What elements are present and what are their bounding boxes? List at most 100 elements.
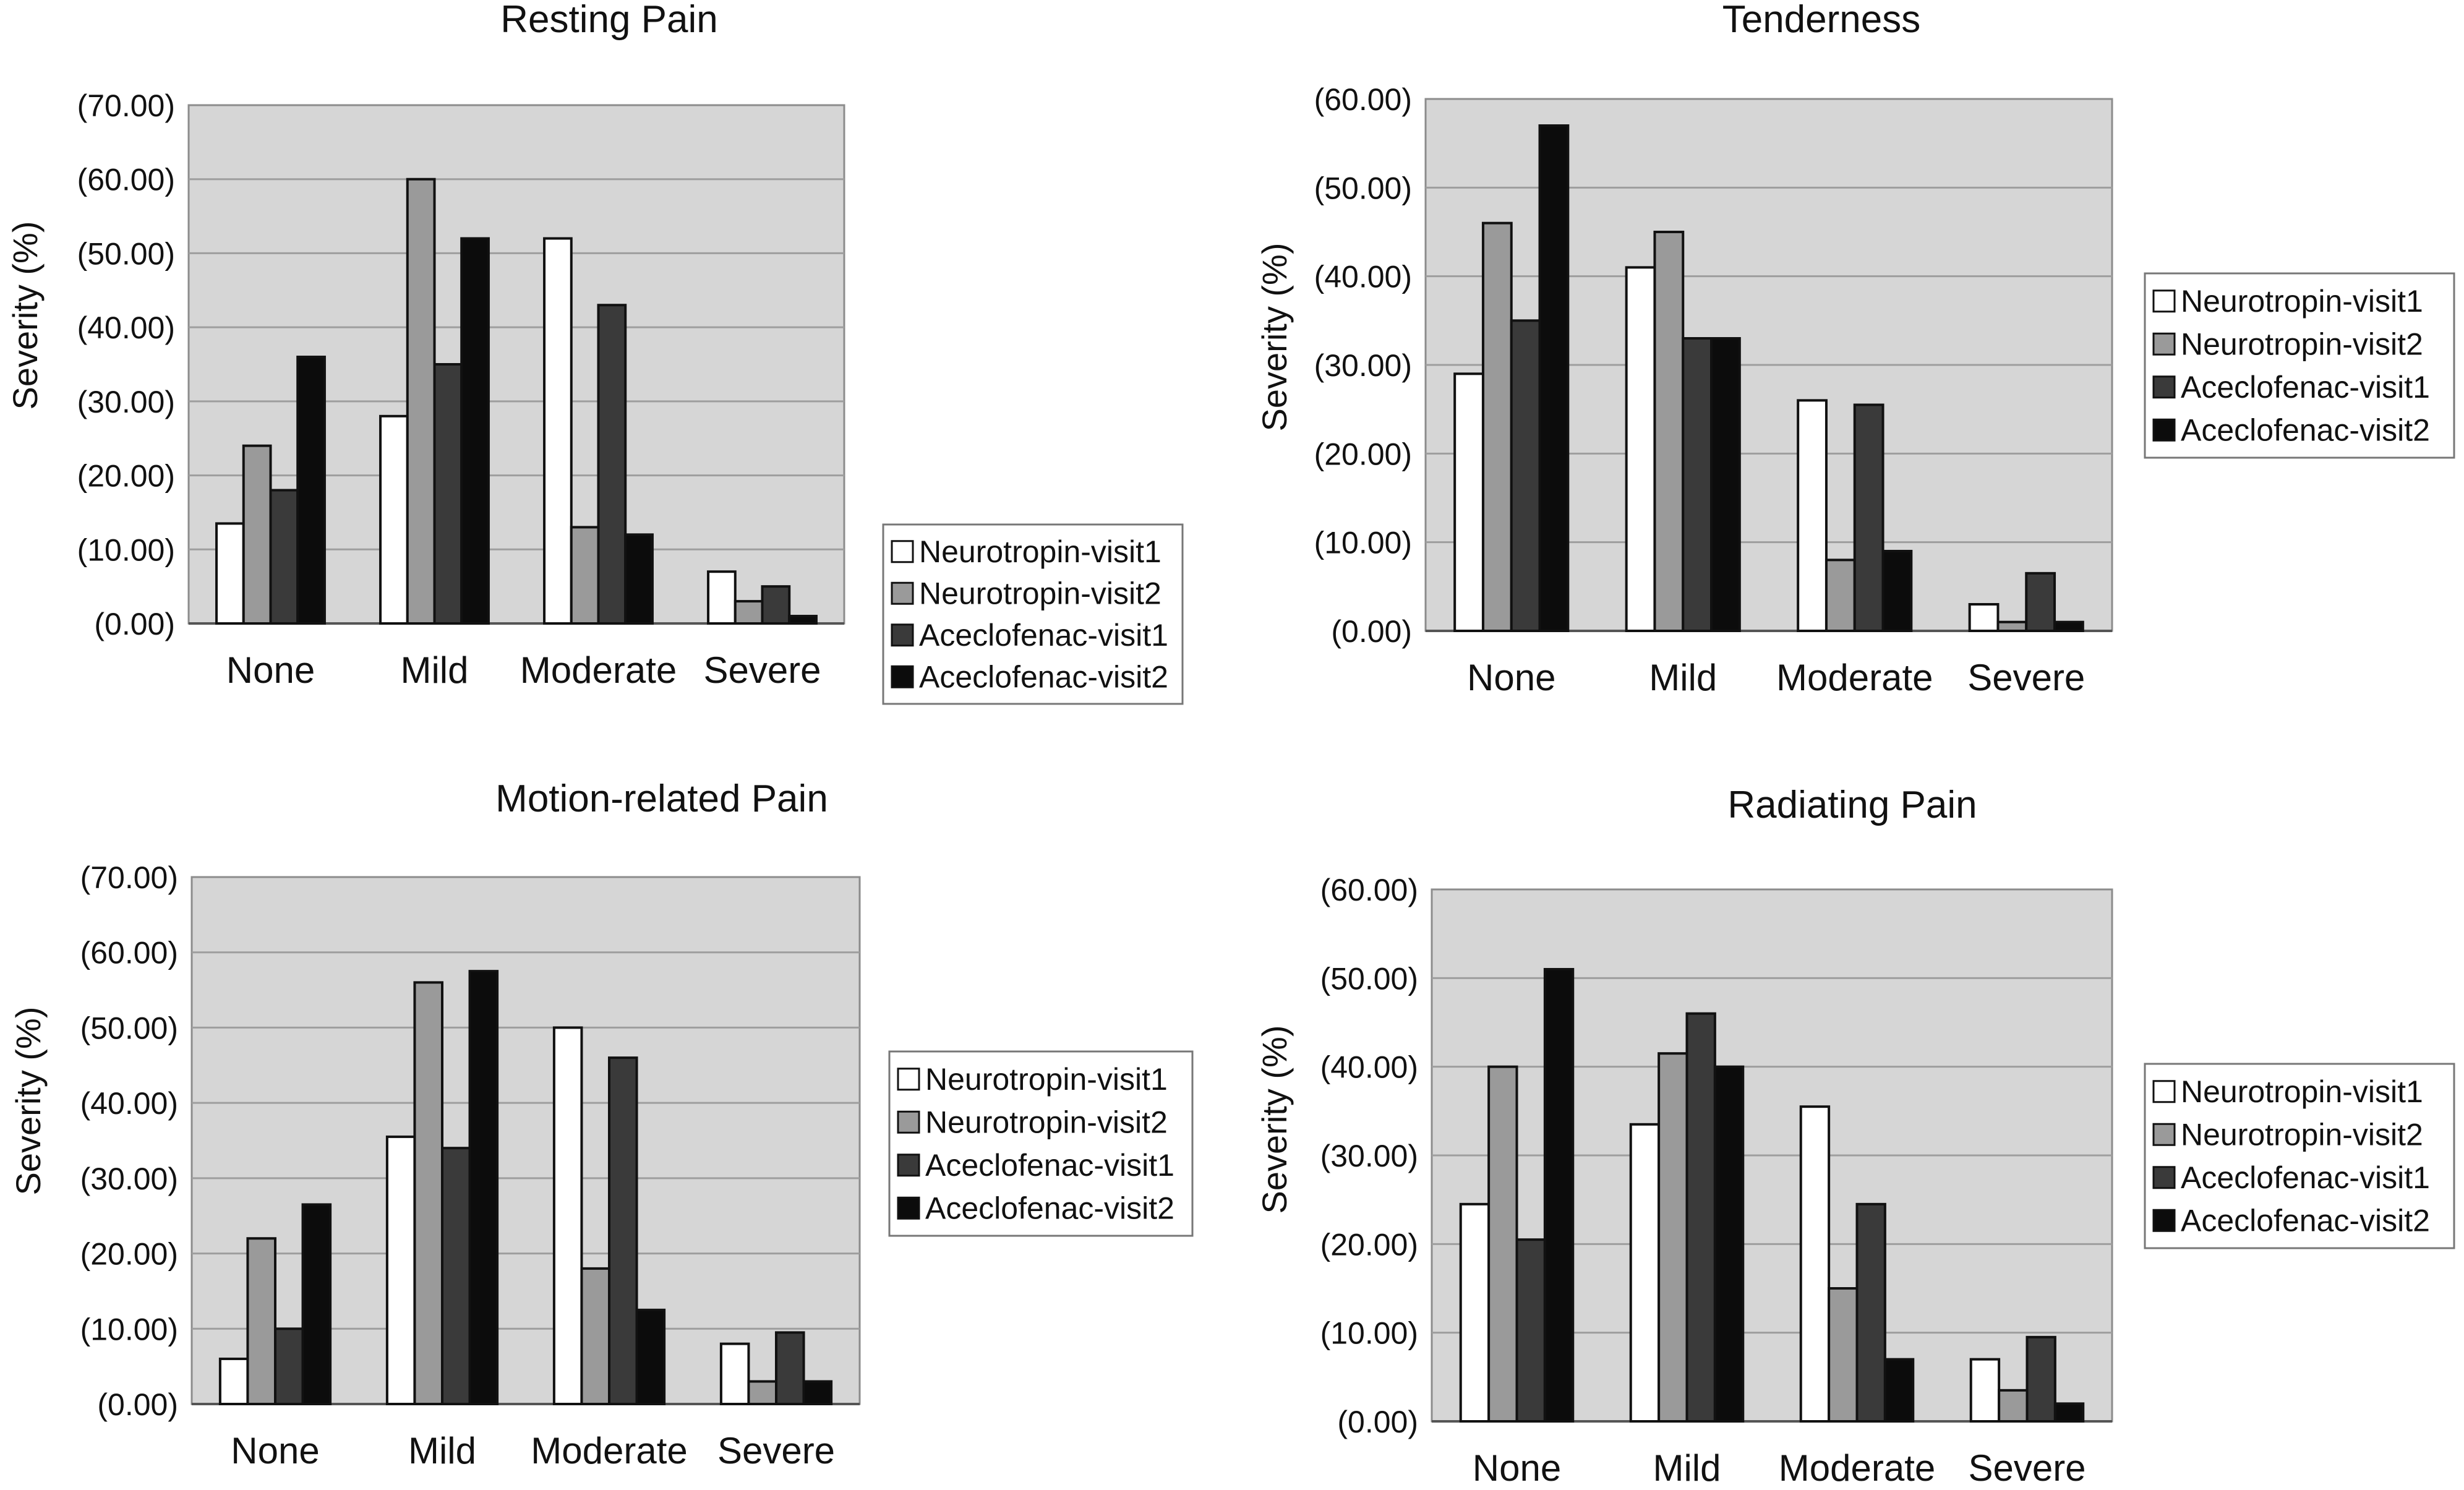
chart-title: Motion-related Pain [495, 777, 828, 820]
legend-label: Aceclofenac-visit1 [925, 1148, 1174, 1183]
bar [1653, 231, 1685, 632]
y-tick-label: (10.00) [1320, 1316, 1418, 1351]
y-tick-label: (30.00) [77, 385, 175, 419]
legend-swatch [2152, 1080, 2176, 1103]
bar [802, 1380, 833, 1405]
legend-box [888, 1050, 1194, 1237]
bar [2026, 1335, 2056, 1423]
bar [1855, 1202, 1886, 1423]
x-tick-label: Severe [717, 1430, 835, 1471]
x-tick-label: None [1473, 1447, 1561, 1489]
y-tick-label: (10.00) [77, 533, 175, 567]
legend-label: Neurotropin-visit2 [925, 1105, 1168, 1139]
x-tick-label: Moderate [1776, 657, 1933, 698]
legend-swatch [2152, 289, 2176, 313]
y-tick-label: (0.00) [1337, 1405, 1418, 1439]
y-tick-label: (50.00) [77, 236, 175, 271]
bar [608, 1056, 638, 1405]
bar [1658, 1052, 1688, 1423]
bar [468, 970, 499, 1405]
bar [788, 615, 818, 625]
x-tick-label: Moderate [520, 649, 677, 691]
x-tick-label: Mild [1649, 657, 1717, 698]
legend-label: Neurotropin-visit1 [2181, 1074, 2423, 1109]
x-tick-label: None [1467, 657, 1555, 698]
bar [460, 237, 490, 625]
x-tick-label: Severe [1967, 657, 2085, 698]
legend-label: Aceclofenac-visit2 [919, 659, 1168, 694]
y-tick-label: (60.00) [80, 936, 178, 970]
y-tick-label: (50.00) [1314, 171, 1412, 205]
x-tick-label: Moderate [531, 1430, 687, 1471]
legend-swatch [2152, 1123, 2176, 1146]
bar [597, 304, 627, 625]
bar [1538, 124, 1570, 632]
bar [301, 1203, 332, 1405]
bar [1710, 337, 1741, 632]
y-axis-label: Severity (%) [6, 221, 45, 410]
bar [747, 1380, 777, 1405]
bar [1685, 1012, 1716, 1423]
legend-label: Neurotropin-visit2 [2181, 1117, 2423, 1152]
y-tick-label: (30.00) [1314, 348, 1412, 383]
legend-swatch [2152, 375, 2176, 399]
y-tick-label: (40.00) [77, 310, 175, 345]
bar [1487, 1065, 1518, 1423]
x-tick-label: Mild [408, 1430, 476, 1471]
bar [570, 526, 600, 625]
x-tick-label: Moderate [1779, 1447, 1935, 1489]
legend-swatch [2152, 1209, 2176, 1232]
y-tick-label: (70.00) [80, 860, 178, 895]
bar [543, 237, 573, 625]
bar [1828, 1287, 1859, 1423]
y-tick-label: (60.00) [1320, 873, 1418, 907]
bar [1459, 1202, 1491, 1423]
bar [635, 1308, 666, 1406]
bar [1853, 403, 1884, 632]
y-tick-label: (0.00) [94, 607, 175, 641]
bar [215, 522, 245, 625]
bar [296, 356, 326, 625]
bar [624, 533, 654, 625]
y-axis-label: Severity (%) [1255, 1025, 1294, 1214]
bar [1881, 550, 1913, 632]
bar [379, 414, 409, 625]
chart-title: Resting Pain [500, 0, 718, 41]
bar [385, 1135, 416, 1406]
bar [1682, 337, 1713, 632]
x-tick-label: None [226, 649, 315, 691]
plot-area [190, 876, 861, 1405]
bar [1481, 221, 1513, 632]
bar [274, 1327, 304, 1405]
y-tick-label: (40.00) [1314, 260, 1412, 294]
y-tick-label: (60.00) [77, 163, 175, 197]
legend-label: Neurotropin-visit1 [925, 1062, 1168, 1097]
bar [719, 1342, 750, 1406]
legend-label: Aceclofenac-visit1 [919, 618, 1168, 653]
bar [246, 1237, 277, 1405]
y-tick-label: (0.00) [97, 1387, 178, 1422]
legend-swatch [897, 1196, 920, 1220]
y-tick-label: (0.00) [1331, 614, 1412, 649]
y-tick-label: (20.00) [80, 1237, 178, 1272]
legend-swatch [891, 581, 914, 605]
x-tick-label: Mild [400, 649, 468, 691]
legend-swatch [897, 1110, 920, 1134]
bar [1797, 399, 1828, 632]
legend-label: Aceclofenac-visit2 [925, 1191, 1174, 1225]
y-tick-label: (40.00) [1320, 1050, 1418, 1085]
y-axis-label: Severity (%) [1255, 243, 1294, 432]
bar [707, 570, 737, 625]
legend-swatch [897, 1068, 920, 1091]
bar [269, 489, 299, 625]
bar [1510, 319, 1541, 632]
bar [2053, 620, 2084, 633]
chart-title: Radiating Pain [1727, 784, 1977, 826]
y-tick-label: (40.00) [80, 1086, 178, 1121]
y-tick-label: (20.00) [77, 459, 175, 494]
y-axis-label: Severity (%) [9, 1007, 48, 1196]
legend-label: Neurotropin-visit2 [2181, 327, 2423, 361]
bar [218, 1357, 249, 1406]
x-tick-label: Severe [1968, 1447, 2085, 1489]
